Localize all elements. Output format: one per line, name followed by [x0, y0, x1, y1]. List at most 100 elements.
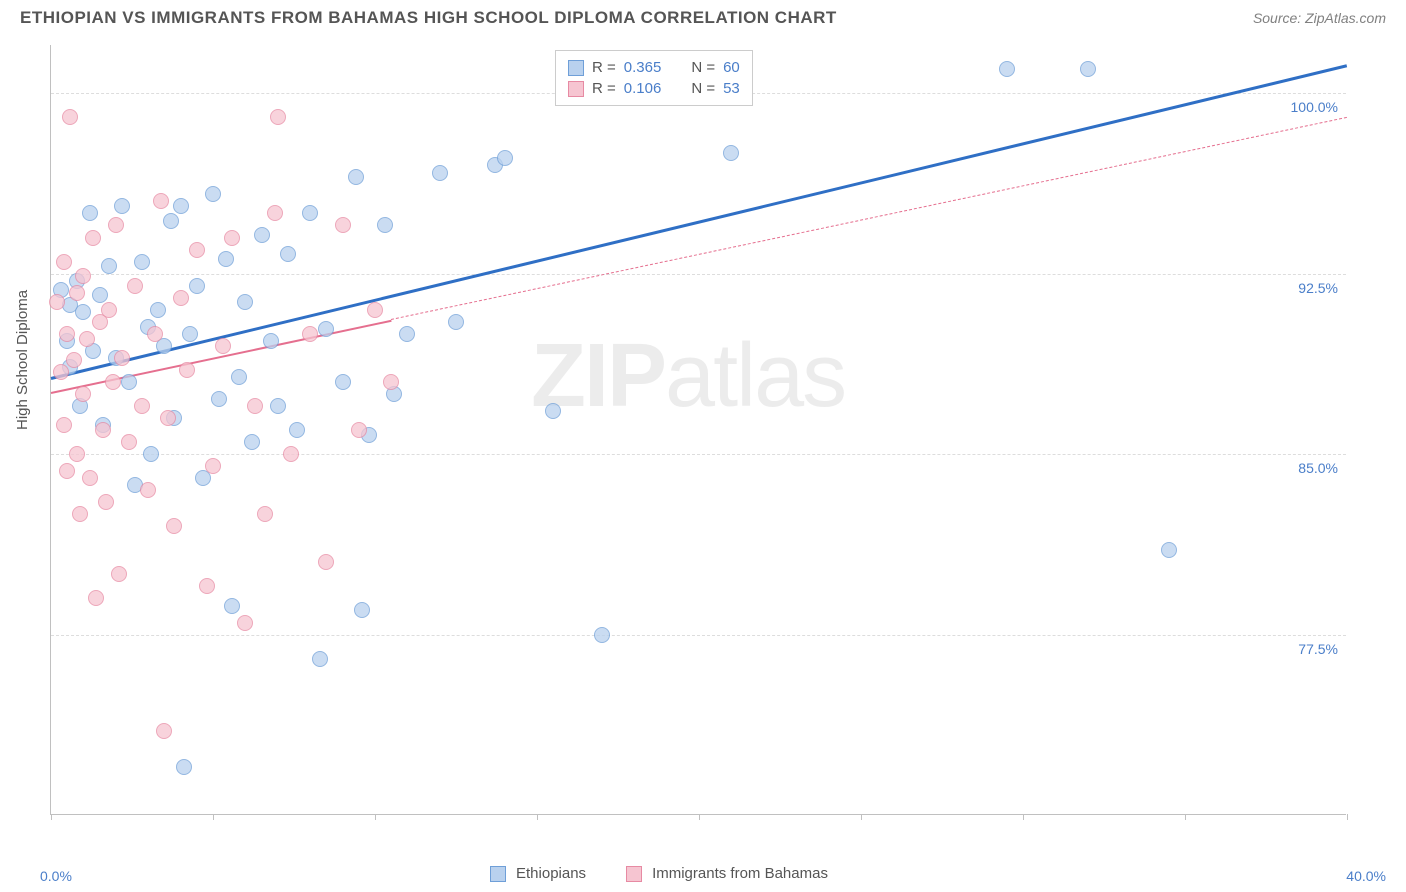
data-point: [1161, 542, 1177, 558]
data-point: [150, 302, 166, 318]
data-point: [143, 446, 159, 462]
data-point: [312, 651, 328, 667]
x-axis-min-label: 0.0%: [40, 868, 72, 884]
legend-top: R = 0.365N = 60R = 0.106N = 53: [555, 50, 753, 106]
y-tick-label: 85.0%: [1298, 460, 1338, 476]
data-point: [121, 374, 137, 390]
data-point: [69, 285, 85, 301]
data-point: [383, 374, 399, 390]
watermark: ZIPatlas: [531, 325, 845, 428]
data-point: [377, 217, 393, 233]
legend-r-label: R =: [592, 80, 616, 97]
data-point: [98, 494, 114, 510]
x-tick: [861, 814, 862, 820]
data-point: [237, 615, 253, 631]
data-point: [53, 364, 69, 380]
data-point: [105, 374, 121, 390]
scatter-chart: ZIPatlas 77.5%85.0%92.5%100.0%: [50, 45, 1346, 815]
data-point: [173, 198, 189, 214]
gridline: [51, 454, 1346, 455]
data-point: [723, 145, 739, 161]
data-point: [69, 446, 85, 462]
data-point: [224, 230, 240, 246]
data-point: [318, 321, 334, 337]
data-point: [82, 205, 98, 221]
data-point: [283, 446, 299, 462]
data-point: [432, 165, 448, 181]
data-point: [348, 169, 364, 185]
data-point: [56, 417, 72, 433]
data-point: [92, 287, 108, 303]
chart-header: ETHIOPIAN VS IMMIGRANTS FROM BAHAMAS HIG…: [0, 0, 1406, 32]
legend-row: R = 0.365N = 60: [568, 57, 740, 78]
data-point: [108, 217, 124, 233]
data-point: [59, 326, 75, 342]
x-tick: [537, 814, 538, 820]
data-point: [199, 578, 215, 594]
x-tick: [699, 814, 700, 820]
data-point: [302, 326, 318, 342]
data-point: [95, 422, 111, 438]
data-point: [244, 434, 260, 450]
legend-r-value: 0.106: [624, 80, 662, 97]
x-tick: [213, 814, 214, 820]
y-tick-label: 77.5%: [1298, 641, 1338, 657]
data-point: [182, 326, 198, 342]
data-point: [399, 326, 415, 342]
data-point: [270, 398, 286, 414]
data-point: [267, 205, 283, 221]
legend-r-value: 0.365: [624, 59, 662, 76]
data-point: [270, 109, 286, 125]
data-point: [999, 61, 1015, 77]
x-tick: [1185, 814, 1186, 820]
data-point: [101, 302, 117, 318]
chart-title: ETHIOPIAN VS IMMIGRANTS FROM BAHAMAS HIG…: [20, 8, 837, 28]
data-point: [134, 254, 150, 270]
data-point: [72, 506, 88, 522]
data-point: [166, 518, 182, 534]
trend-line: [391, 117, 1347, 320]
data-point: [173, 290, 189, 306]
legend-row: R = 0.106N = 53: [568, 78, 740, 99]
data-point: [114, 350, 130, 366]
data-point: [237, 294, 253, 310]
data-point: [66, 352, 82, 368]
legend-n-value: 60: [723, 59, 740, 76]
data-point: [205, 458, 221, 474]
data-point: [218, 251, 234, 267]
data-point: [189, 278, 205, 294]
data-point: [179, 362, 195, 378]
data-point: [318, 554, 334, 570]
data-point: [121, 434, 137, 450]
data-point: [247, 398, 263, 414]
x-tick: [51, 814, 52, 820]
data-point: [280, 246, 296, 262]
data-point: [351, 422, 367, 438]
x-axis-max-label: 40.0%: [1346, 868, 1386, 884]
gridline: [51, 274, 1346, 275]
data-point: [367, 302, 383, 318]
legend-label-ethiopians: Ethiopians: [516, 865, 586, 882]
chart-source: Source: ZipAtlas.com: [1253, 10, 1386, 26]
data-point: [127, 278, 143, 294]
x-tick: [1023, 814, 1024, 820]
x-tick: [1347, 814, 1348, 820]
data-point: [82, 470, 98, 486]
data-point: [215, 338, 231, 354]
legend-n-value: 53: [723, 80, 740, 97]
data-point: [211, 391, 227, 407]
data-point: [79, 331, 95, 347]
data-point: [1080, 61, 1096, 77]
x-tick: [375, 814, 376, 820]
data-point: [163, 213, 179, 229]
data-point: [140, 482, 156, 498]
data-point: [56, 254, 72, 270]
data-point: [335, 217, 351, 233]
data-point: [88, 590, 104, 606]
data-point: [545, 403, 561, 419]
data-point: [114, 198, 130, 214]
data-point: [75, 386, 91, 402]
data-point: [160, 410, 176, 426]
legend-swatch-bahamas: [626, 866, 642, 882]
legend-bottom: Ethiopians Immigrants from Bahamas: [490, 865, 828, 882]
